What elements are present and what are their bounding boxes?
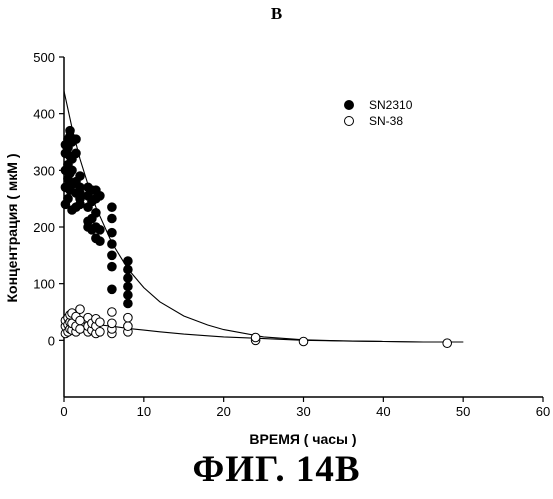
data-point-sn38 xyxy=(96,328,105,337)
x-tick-label: 50 xyxy=(456,404,470,419)
x-tick-label: 60 xyxy=(536,404,550,419)
data-point-sn2310 xyxy=(68,166,77,175)
data-point-sn2310 xyxy=(108,285,117,294)
data-point-sn2310 xyxy=(124,274,133,283)
data-point-sn2310 xyxy=(76,183,85,192)
data-point-sn2310 xyxy=(124,257,133,266)
y-tick-label: 0 xyxy=(48,333,55,348)
data-point-sn38 xyxy=(76,305,85,314)
data-point-sn38 xyxy=(251,333,260,342)
data-point-sn38 xyxy=(124,313,133,322)
x-tick-label: 20 xyxy=(216,404,230,419)
y-tick-label: 300 xyxy=(33,163,55,178)
data-point-sn2310 xyxy=(124,282,133,291)
data-point-sn2310 xyxy=(108,251,117,260)
data-point-sn38 xyxy=(76,316,85,325)
data-point-sn38 xyxy=(124,322,133,331)
data-point-sn2310 xyxy=(76,172,85,181)
legend-marker-sn2310 xyxy=(345,101,354,110)
data-point-sn2310 xyxy=(72,149,81,158)
y-tick-label: 400 xyxy=(33,107,55,122)
legend-label-sn38: SN-38 xyxy=(369,114,403,128)
legend-label-sn2310: SN2310 xyxy=(369,98,413,112)
data-point-sn38 xyxy=(96,318,105,327)
x-axis-title: ВРЕМЯ ( часы ) xyxy=(249,431,356,447)
data-point-sn2310 xyxy=(96,237,105,246)
x-tick-label: 10 xyxy=(137,404,151,419)
data-point-sn2310 xyxy=(64,194,73,203)
x-tick-label: 30 xyxy=(296,404,310,419)
data-point-sn2310 xyxy=(96,192,105,201)
data-point-sn2310 xyxy=(108,240,117,249)
data-point-sn2310 xyxy=(124,291,133,300)
y-axis-title: Концентрация ( мкМ ) xyxy=(4,154,20,303)
y-tick-label: 100 xyxy=(33,277,55,292)
figure-caption: ФИГ. 14B xyxy=(0,448,553,491)
data-point-sn38 xyxy=(443,339,452,348)
legend: SN2310 SN-38 xyxy=(345,98,413,128)
data-point-sn2310 xyxy=(124,299,133,308)
data-point-sn38 xyxy=(76,325,85,334)
data-point-sn2310 xyxy=(72,135,81,144)
x-tick-label: 0 xyxy=(60,404,67,419)
data-point-sn2310 xyxy=(124,265,133,274)
data-point-sn2310 xyxy=(92,209,101,218)
data-point-sn2310 xyxy=(96,226,105,235)
data-point-sn2310 xyxy=(108,228,117,237)
data-point-sn2310 xyxy=(108,214,117,223)
y-tick-label: 200 xyxy=(33,220,55,235)
x-tick-label: 40 xyxy=(376,404,390,419)
y-tick-label: 500 xyxy=(33,50,55,65)
data-point-sn38 xyxy=(299,337,308,346)
data-point-sn2310 xyxy=(108,262,117,271)
data-point-sn38 xyxy=(108,308,117,317)
data-point-sn2310 xyxy=(66,126,75,135)
data-points xyxy=(61,126,451,347)
legend-marker-sn38 xyxy=(345,117,354,126)
data-point-sn2310 xyxy=(108,203,117,212)
data-point-sn38 xyxy=(108,319,117,328)
